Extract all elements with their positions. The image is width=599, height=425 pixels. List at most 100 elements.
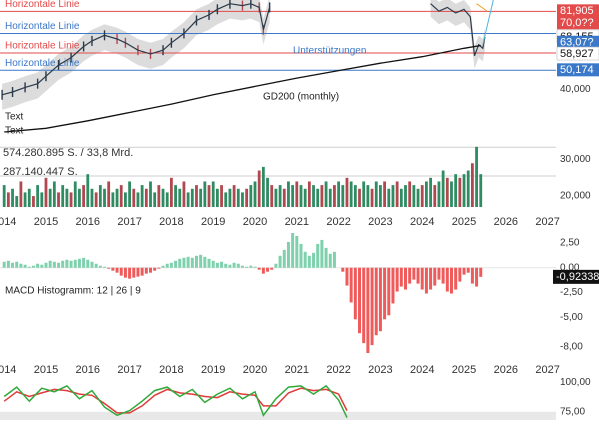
macd-bar bbox=[399, 267, 403, 287]
macd-bar bbox=[161, 265, 165, 268]
macd-label: MACD Histogramm: 12 | 26 | 9 bbox=[5, 286, 141, 297]
volume-bar bbox=[458, 177, 462, 207]
price-label-box bbox=[557, 63, 599, 77]
macd-bar bbox=[454, 267, 458, 290]
macd-bar bbox=[132, 267, 136, 278]
volume-bar bbox=[345, 177, 349, 207]
volume-bar bbox=[253, 181, 257, 207]
volume-bar bbox=[236, 188, 240, 207]
macd-bar bbox=[245, 266, 249, 268]
volume-bar bbox=[383, 181, 387, 207]
volume-bar bbox=[178, 188, 182, 207]
macd-bar bbox=[404, 267, 408, 290]
stoch-d-line bbox=[3, 387, 348, 414]
macd-bar bbox=[278, 255, 282, 268]
macd-bar bbox=[420, 267, 424, 290]
macd-bar bbox=[470, 267, 474, 284]
year-tick-label: 2025 bbox=[452, 364, 476, 376]
macd-axis-tick: 2,50 bbox=[560, 238, 580, 249]
volume-bar bbox=[232, 185, 236, 207]
macd-bar bbox=[94, 263, 98, 268]
year-tick-label: 2025 bbox=[452, 216, 476, 228]
volume-bar bbox=[115, 188, 119, 207]
macd-bar bbox=[282, 249, 286, 268]
macd-bar bbox=[111, 267, 115, 271]
macd-bar bbox=[169, 262, 173, 268]
volume-bar bbox=[466, 170, 470, 207]
macd-bar bbox=[165, 263, 169, 268]
volume-bar bbox=[220, 185, 223, 207]
volume-bar bbox=[395, 181, 399, 207]
volume-axis-tick: 20,000 bbox=[560, 191, 591, 202]
volume-bar bbox=[429, 177, 432, 207]
price-line bbox=[1, 3, 271, 96]
volume-bar bbox=[328, 188, 332, 207]
macd-bar bbox=[211, 260, 215, 268]
macd-bar bbox=[374, 267, 378, 336]
volume-bar bbox=[266, 177, 269, 207]
trend-line-orange bbox=[476, 3, 488, 12]
text-note: Text bbox=[5, 112, 24, 123]
year-tick-label: 2021 bbox=[285, 364, 309, 376]
volume-bar bbox=[119, 185, 123, 207]
volume-bar bbox=[165, 192, 169, 207]
gd200-label: GD200 (monthly) bbox=[263, 92, 339, 103]
volume-bar bbox=[6, 192, 10, 207]
volume-bar bbox=[111, 192, 115, 207]
volume-bar bbox=[387, 188, 391, 207]
year-tick-label: 2024 bbox=[410, 364, 434, 376]
horizontal-line-label: Horizontale Linie bbox=[5, 41, 80, 52]
macd-bar bbox=[429, 267, 433, 290]
volume-bar bbox=[366, 185, 370, 207]
macd-bar bbox=[73, 259, 77, 268]
volume-bar bbox=[320, 185, 324, 207]
volume-bar bbox=[303, 188, 307, 207]
year-tick-label: 2017 bbox=[117, 364, 141, 376]
volume-bar bbox=[224, 192, 228, 207]
macd-bar bbox=[23, 264, 27, 268]
year-tick-label: 2019 bbox=[201, 216, 225, 228]
volume-bar bbox=[215, 188, 219, 207]
macd-bar bbox=[19, 263, 23, 268]
volume-bar bbox=[379, 185, 382, 207]
macd-bar bbox=[479, 267, 483, 277]
macd-bar bbox=[391, 267, 395, 304]
price-label-box bbox=[557, 35, 599, 49]
volume-bar bbox=[169, 177, 173, 207]
volume-bar bbox=[107, 181, 111, 207]
macd-bar bbox=[257, 267, 261, 270]
macd-bar bbox=[236, 263, 240, 268]
macd-bar bbox=[458, 267, 462, 282]
macd-bar bbox=[48, 260, 52, 268]
volume-bar bbox=[441, 170, 445, 207]
macd-bar bbox=[157, 267, 161, 269]
macd-bar bbox=[123, 267, 127, 278]
macd-bar bbox=[115, 267, 119, 273]
volume-bar bbox=[161, 188, 165, 207]
volume-bar bbox=[86, 174, 90, 207]
volume-bar bbox=[15, 196, 19, 207]
macd-bar bbox=[253, 266, 257, 268]
price-line-recent bbox=[430, 3, 486, 57]
volume-max-label: 574.280.895 S. / 33,8 Mrd. bbox=[3, 147, 133, 159]
year-tick-label: 2018 bbox=[159, 364, 183, 376]
macd-bar bbox=[299, 243, 303, 268]
year-tick-label: 2015 bbox=[34, 364, 58, 376]
macd-bar bbox=[82, 257, 86, 268]
volume-bar bbox=[128, 181, 131, 207]
volume-bar bbox=[23, 192, 27, 207]
macd-axis-tick: -5,00 bbox=[560, 312, 583, 323]
macd-bar bbox=[437, 267, 441, 280]
macd-bar bbox=[11, 262, 15, 268]
volume-bar bbox=[307, 181, 311, 207]
price-label-value: 63,07? bbox=[560, 37, 594, 49]
volume-bar bbox=[61, 185, 65, 207]
macd-bar bbox=[270, 267, 274, 270]
volume-bar bbox=[40, 192, 44, 207]
macd-bar bbox=[6, 260, 10, 268]
volume-bar bbox=[445, 177, 449, 207]
macd-bar bbox=[341, 267, 345, 272]
price-range-band-recent bbox=[430, 0, 485, 69]
macd-bar bbox=[136, 267, 140, 277]
